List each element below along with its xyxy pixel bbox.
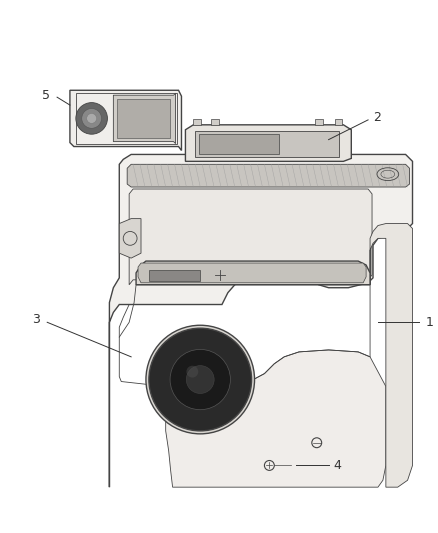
Polygon shape	[70, 90, 181, 150]
Polygon shape	[129, 189, 372, 285]
Polygon shape	[211, 119, 219, 125]
Polygon shape	[370, 223, 413, 487]
Polygon shape	[193, 119, 201, 125]
Circle shape	[87, 114, 96, 123]
Circle shape	[146, 325, 254, 434]
Text: 2: 2	[373, 111, 381, 124]
Polygon shape	[138, 263, 366, 283]
Polygon shape	[110, 155, 413, 487]
Polygon shape	[119, 219, 141, 258]
Circle shape	[187, 366, 198, 377]
Text: 3: 3	[32, 313, 40, 326]
Polygon shape	[117, 99, 170, 138]
Polygon shape	[199, 134, 279, 155]
Text: 4: 4	[333, 459, 341, 472]
Circle shape	[170, 350, 230, 410]
Polygon shape	[136, 261, 370, 285]
Polygon shape	[166, 350, 386, 487]
Polygon shape	[195, 131, 339, 157]
Polygon shape	[149, 270, 200, 281]
Polygon shape	[127, 164, 410, 187]
Polygon shape	[335, 119, 343, 125]
Polygon shape	[113, 93, 176, 143]
Text: 5: 5	[42, 88, 50, 102]
Polygon shape	[185, 125, 351, 161]
Circle shape	[149, 328, 251, 431]
Circle shape	[186, 366, 214, 393]
Text: 1: 1	[425, 316, 433, 329]
Polygon shape	[315, 119, 323, 125]
Circle shape	[76, 103, 107, 134]
Circle shape	[82, 109, 102, 128]
